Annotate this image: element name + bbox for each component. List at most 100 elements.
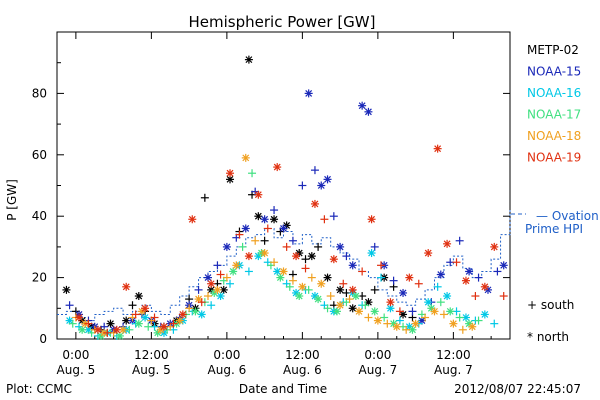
north-point-noaa-19 — [348, 285, 357, 294]
north-point-noaa-17 — [351, 292, 360, 301]
north-point-noaa-17 — [191, 307, 200, 316]
mark-stroke — [176, 317, 184, 325]
south-point-noaa-18 — [402, 325, 411, 334]
mark-stroke — [232, 261, 240, 269]
north-point-noaa-17 — [276, 273, 285, 282]
mark-stroke — [78, 326, 86, 334]
south-point-noaa-18 — [345, 295, 354, 304]
south-point-noaa-15 — [474, 273, 483, 282]
south-point-noaa-19 — [377, 261, 386, 270]
mark-stroke — [270, 215, 278, 223]
south-point-noaa-17 — [248, 169, 257, 178]
mark-stroke — [368, 215, 376, 223]
mark-stroke — [85, 326, 92, 334]
north-point-noaa-19 — [178, 310, 187, 319]
mark-stroke — [424, 298, 432, 306]
south-point-noaa-19 — [263, 224, 272, 233]
mark-stroke — [214, 286, 221, 294]
mark-stroke — [245, 252, 253, 260]
legend-entry-metp-02: METP-02 — [527, 43, 579, 57]
north-point-noaa-15 — [348, 261, 357, 270]
south-point-noaa-16 — [433, 282, 442, 291]
legend-marker-north: * north — [527, 330, 569, 344]
south-point-noaa-19 — [235, 230, 244, 239]
mark-stroke — [462, 277, 470, 285]
mark-stroke — [191, 307, 199, 315]
footer-credit: Plot: CCMC — [6, 382, 72, 396]
north-point-noaa-18 — [411, 319, 420, 328]
mark-stroke — [465, 268, 473, 275]
mark-stroke — [295, 292, 303, 300]
north-point-noaa-15 — [364, 107, 373, 116]
mark-stroke — [465, 320, 473, 328]
x-tick-time: 0:00 — [62, 348, 89, 362]
north-point-noaa-19 — [367, 215, 376, 224]
y-axis-label: P [GW] — [5, 179, 19, 221]
north-point-metp-02 — [244, 55, 253, 64]
south-point-noaa-15 — [389, 276, 398, 285]
x-tick-time: 12:00 — [134, 348, 169, 362]
north-point-metp-02 — [336, 285, 345, 294]
north-point-metp-02 — [307, 252, 316, 261]
x-axis-label: Date and Time — [239, 382, 327, 396]
south-point-noaa-15 — [329, 212, 338, 221]
south-point-noaa-18 — [288, 276, 297, 285]
south-point-noaa-15 — [65, 301, 74, 310]
mark-stroke — [207, 286, 215, 294]
x-tick-time: 12:00 — [285, 348, 320, 362]
south-point-noaa-19 — [103, 328, 112, 337]
mark-stroke — [405, 323, 413, 331]
south-point-noaa-19 — [339, 279, 348, 288]
y-axis: 0 20 40 60 80 — [32, 62, 510, 346]
north-point-metp-02 — [62, 285, 71, 294]
south-point-noaa-18 — [326, 292, 335, 301]
mark-stroke — [490, 243, 498, 251]
south-point-noaa-18 — [270, 258, 279, 267]
north-point-noaa-17 — [78, 325, 87, 334]
north-point-noaa-16 — [443, 292, 452, 301]
north-point-noaa-19 — [310, 199, 319, 208]
south-point-noaa-18 — [421, 313, 430, 322]
north-point-noaa-18 — [232, 261, 241, 270]
north-point-noaa-18 — [373, 316, 382, 325]
mark-stroke — [352, 292, 360, 300]
north-point-noaa-15 — [317, 181, 326, 190]
south-point-noaa-15 — [342, 252, 351, 261]
south-point-noaa-15 — [194, 285, 203, 294]
north-point-noaa-18 — [317, 279, 326, 288]
x-tick-date: Aug. 5 — [57, 363, 96, 377]
south-point-noaa-19 — [131, 310, 140, 319]
mark-stroke — [368, 249, 376, 257]
north-point-noaa-15 — [436, 270, 445, 279]
mark-stroke — [336, 286, 344, 294]
south-point-noaa-18 — [307, 273, 316, 282]
mark-stroke — [349, 261, 357, 269]
x-tick-time: 0:00 — [213, 348, 240, 362]
south-point-noaa-17 — [285, 282, 294, 291]
mark-stroke — [390, 320, 398, 328]
legend-entry-noaa-15: NOAA-15 — [527, 65, 581, 79]
mark-stroke — [484, 286, 492, 294]
mark-stroke — [135, 292, 143, 300]
south-point-noaa-19 — [301, 264, 310, 273]
north-point-noaa-15 — [336, 242, 345, 251]
south-point-noaa-19 — [499, 292, 508, 301]
mark-stroke — [317, 280, 325, 288]
mark-stroke — [405, 274, 413, 282]
mark-stroke — [122, 283, 130, 291]
south-point-noaa-18 — [364, 313, 373, 322]
south-point-noaa-19 — [414, 279, 423, 288]
mark-stroke — [261, 249, 269, 257]
north-point-noaa-19 — [75, 313, 84, 322]
north-point-noaa-16 — [386, 304, 395, 313]
mark-stroke — [481, 283, 489, 291]
mark-stroke — [409, 326, 416, 334]
north-point-noaa-15 — [358, 101, 367, 110]
mark-stroke — [424, 249, 432, 257]
mark-stroke — [311, 200, 319, 208]
mark-stroke — [308, 252, 316, 260]
north-point-noaa-17 — [332, 307, 341, 316]
mark-stroke — [412, 320, 420, 328]
north-point-noaa-18 — [298, 282, 307, 291]
north-point-noaa-19 — [292, 252, 301, 261]
